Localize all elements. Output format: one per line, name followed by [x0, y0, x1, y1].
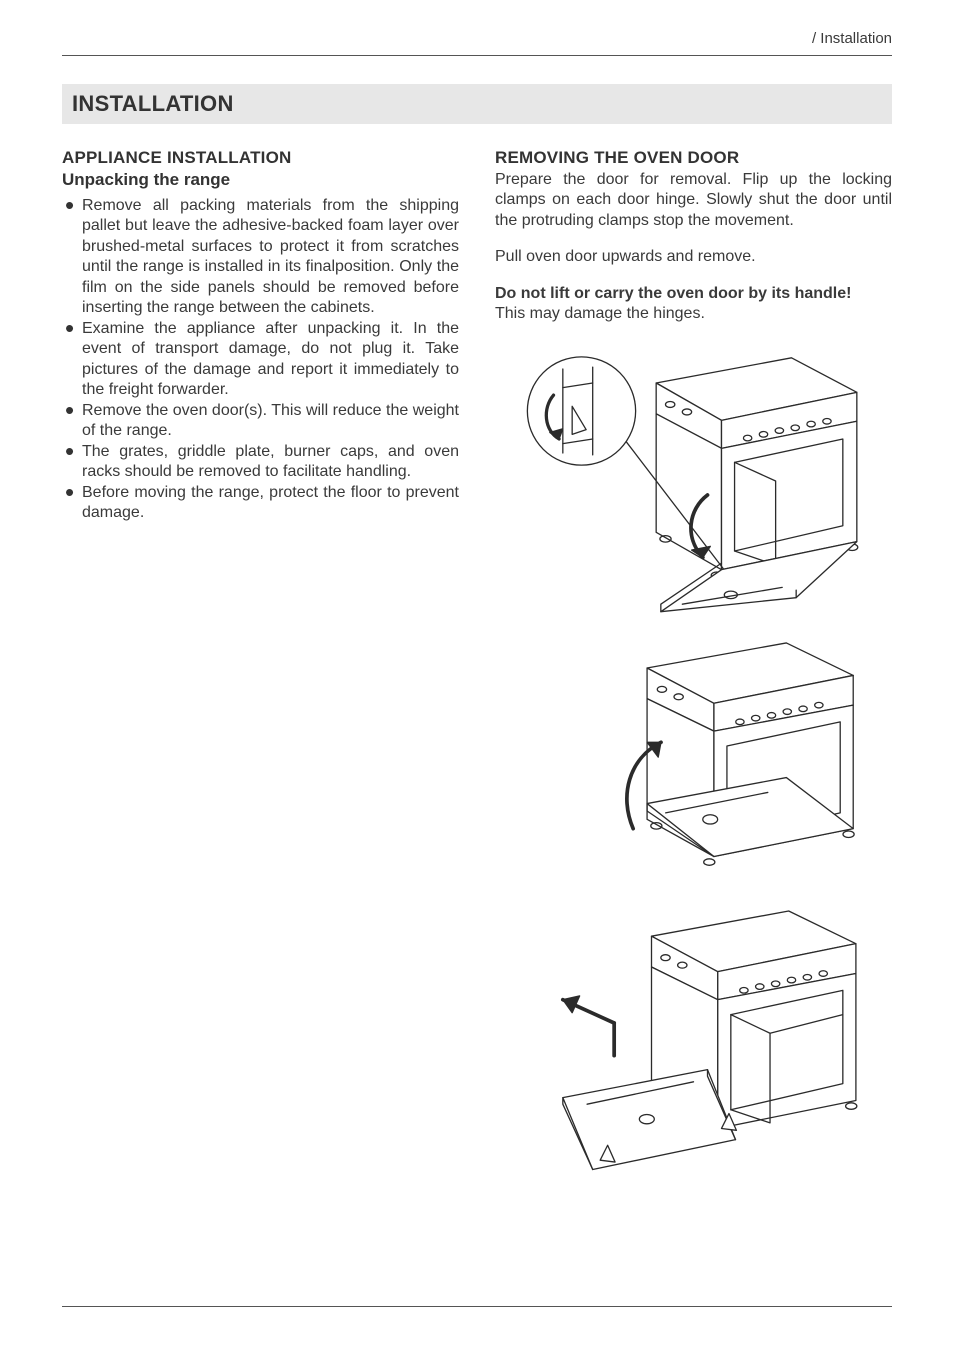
warning-bold-text: Do not lift or carry the oven door by it… [495, 285, 851, 302]
paragraph: Pull oven door upwards and remove. [495, 247, 892, 267]
oven-door-open-hinge-svg [495, 341, 892, 621]
appliance-installation-heading: APPLIANCE INSTALLATION [62, 148, 459, 168]
list-item: Examine the appliance after unpacking it… [62, 319, 459, 401]
footer-rule [62, 1306, 892, 1307]
paragraph: Prepare the door for removal. Flip up th… [495, 170, 892, 231]
section-title: INSTALLATION [62, 84, 892, 124]
breadcrumb: / Installation [62, 30, 892, 56]
list-item: Remove all packing materials from the sh… [62, 196, 459, 319]
warning-text: This may damage the hinges. [495, 305, 705, 322]
removing-door-heading: REMOVING THE OVEN DOOR [495, 148, 892, 168]
unpacking-bullet-list: Remove all packing materials from the sh… [62, 196, 459, 524]
list-item: Before moving the range, protect the flo… [62, 483, 459, 524]
right-column: REMOVING THE OVEN DOOR Prepare the door … [495, 148, 892, 1185]
oven-door-removed-svg [495, 897, 892, 1177]
two-column-layout: APPLIANCE INSTALLATION Unpacking the ran… [62, 148, 892, 1185]
list-item: Remove the oven door(s). This will reduc… [62, 401, 459, 442]
list-item: The grates, griddle plate, burner caps, … [62, 442, 459, 483]
left-column: APPLIANCE INSTALLATION Unpacking the ran… [62, 148, 459, 1185]
oven-diagram-door-removed [495, 897, 892, 1177]
unpacking-subheading: Unpacking the range [62, 170, 459, 190]
oven-diagram-hinge-detail [495, 341, 892, 621]
oven-diagram-door-closing [495, 629, 892, 889]
oven-door-closing-svg [495, 629, 892, 889]
warning-paragraph: Do not lift or carry the oven door by it… [495, 284, 892, 325]
